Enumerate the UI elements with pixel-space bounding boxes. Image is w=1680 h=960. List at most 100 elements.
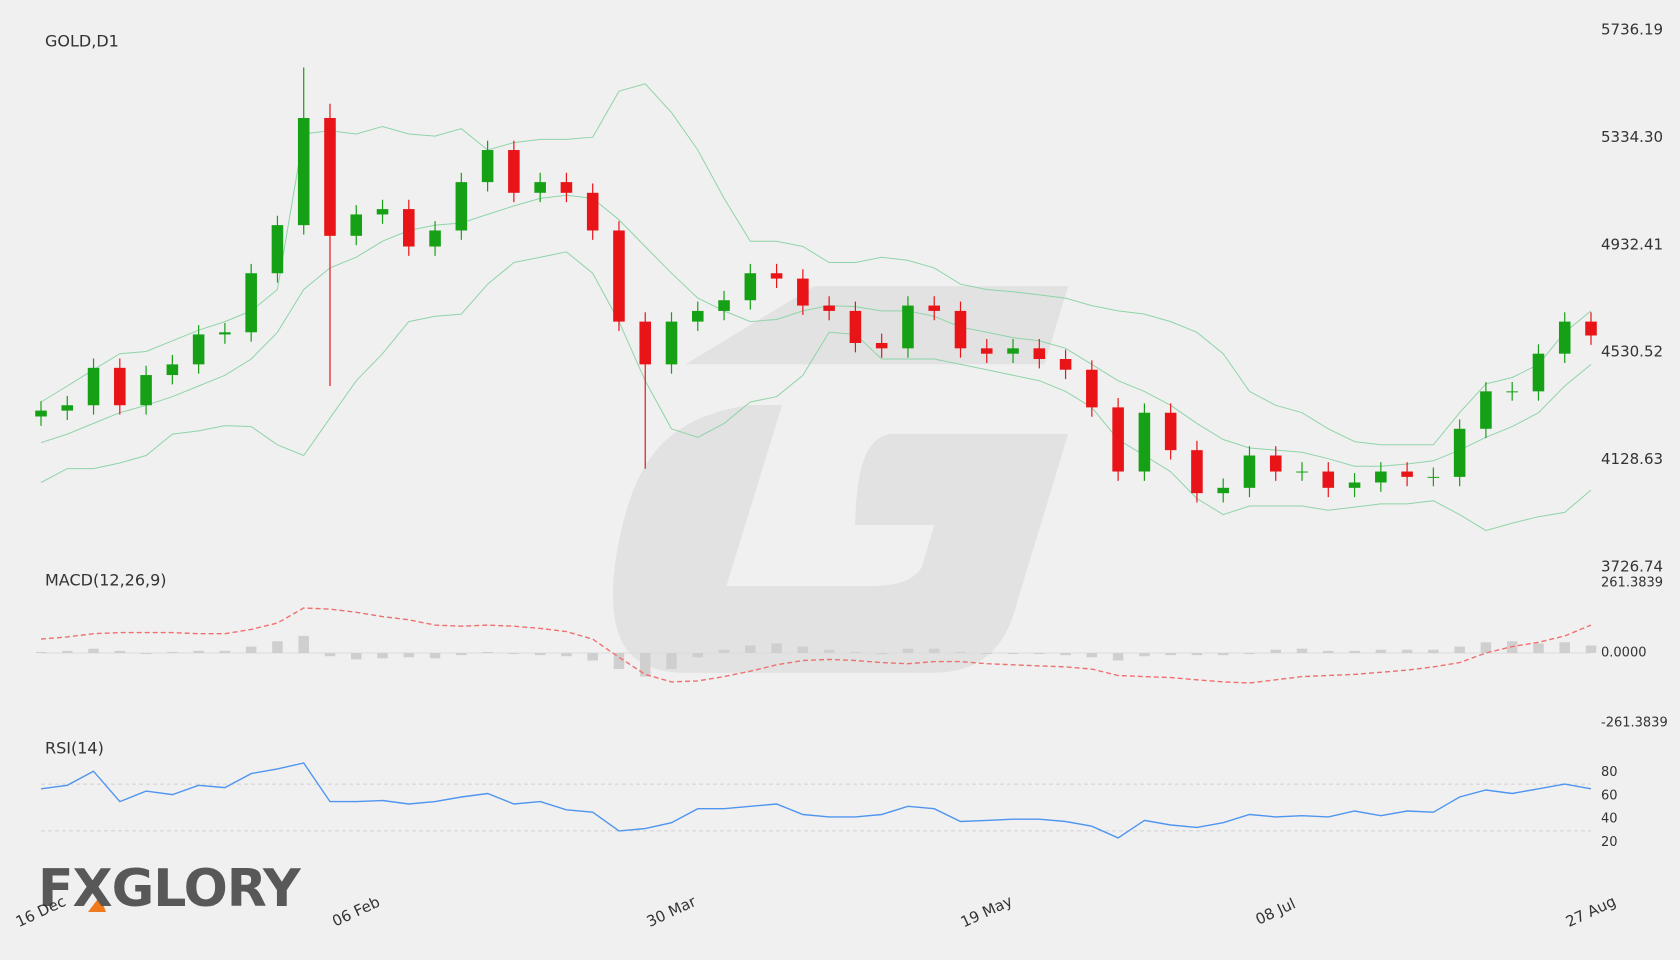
candle-body bbox=[534, 182, 546, 193]
candle-body bbox=[1348, 482, 1361, 488]
chart-title: GOLD,D1 bbox=[45, 32, 119, 51]
candle-body bbox=[1269, 455, 1282, 472]
candle-body bbox=[297, 117, 310, 226]
histogram-bar bbox=[902, 648, 914, 653]
histogram-bar bbox=[561, 653, 572, 657]
x-tick-label: 19 May bbox=[958, 892, 1015, 932]
candle-body bbox=[1033, 348, 1046, 360]
histogram-bar bbox=[456, 653, 467, 656]
histogram-bar bbox=[718, 649, 730, 653]
histogram-bar bbox=[167, 651, 178, 653]
candle-body bbox=[1007, 348, 1019, 354]
candle-body bbox=[1453, 428, 1466, 477]
histogram-bar bbox=[1217, 653, 1229, 656]
candle-body bbox=[1138, 412, 1151, 472]
histogram-bar bbox=[219, 650, 231, 653]
histogram-bar bbox=[1007, 653, 1019, 655]
candle-body bbox=[114, 367, 126, 406]
candle-body bbox=[928, 305, 940, 311]
candle-body bbox=[324, 117, 336, 236]
y-tick-label: 3726.74 bbox=[1601, 558, 1663, 576]
y-tick-label: 5736.19 bbox=[1601, 21, 1663, 39]
x-tick-label: 30 Mar bbox=[644, 892, 700, 931]
histogram-bar bbox=[429, 653, 441, 659]
y-tick-label: 40 bbox=[1601, 812, 1618, 827]
candle-body bbox=[560, 182, 573, 193]
histogram-bar bbox=[1349, 650, 1360, 653]
candle-body bbox=[1558, 321, 1571, 354]
histogram-bar bbox=[613, 653, 625, 670]
candle-body bbox=[613, 230, 625, 322]
histogram-bar bbox=[771, 643, 782, 653]
candle-body bbox=[61, 405, 74, 411]
histogram-bar bbox=[928, 648, 940, 653]
histogram-bar bbox=[955, 651, 966, 653]
candle-body bbox=[849, 310, 862, 343]
histogram-bar bbox=[351, 653, 362, 660]
logo: FXGLORY bbox=[38, 859, 303, 919]
histogram-bar bbox=[1428, 649, 1439, 653]
logo-text: FXGLORY bbox=[38, 859, 302, 919]
histogram-bar bbox=[1191, 653, 1203, 656]
candle-body bbox=[665, 321, 678, 365]
y-tick-label: 5334.30 bbox=[1601, 128, 1663, 146]
histogram-bar bbox=[1375, 649, 1387, 653]
y-tick-label: -261.3839 bbox=[1601, 716, 1668, 731]
histogram-bar bbox=[403, 653, 415, 658]
histogram-bar bbox=[666, 653, 677, 670]
histogram-bar bbox=[797, 646, 809, 653]
candle-body bbox=[1427, 476, 1440, 478]
histogram-bar bbox=[639, 653, 651, 677]
y-tick-label: 4530.52 bbox=[1601, 343, 1663, 361]
watermark bbox=[612, 286, 1069, 673]
candle-body bbox=[1086, 369, 1098, 408]
candle-body bbox=[902, 305, 914, 349]
candle-body bbox=[744, 273, 757, 301]
candle-body bbox=[1059, 359, 1072, 370]
histogram-bar bbox=[193, 650, 204, 653]
candle-body bbox=[797, 278, 809, 306]
candle-body bbox=[140, 375, 152, 406]
histogram-bar bbox=[1296, 648, 1308, 653]
histogram-bar bbox=[1112, 653, 1124, 661]
rsi-title: RSI(14) bbox=[45, 739, 104, 758]
histogram-bar bbox=[1139, 653, 1150, 657]
candle-body bbox=[35, 410, 47, 417]
histogram-bar bbox=[1086, 653, 1098, 658]
histogram-bar bbox=[1270, 649, 1281, 653]
candle-body bbox=[1164, 412, 1177, 451]
candle-body bbox=[1296, 471, 1308, 473]
histogram-bar bbox=[534, 653, 546, 656]
histogram-bar bbox=[1060, 653, 1071, 656]
candle-body bbox=[1585, 321, 1597, 336]
y-tick-label: 4932.41 bbox=[1601, 235, 1663, 253]
histogram-bar bbox=[1454, 646, 1465, 653]
histogram-bar bbox=[1323, 650, 1334, 653]
candle-body bbox=[350, 214, 363, 236]
candle-body bbox=[376, 209, 389, 215]
y-tick-label: 0.0000 bbox=[1601, 646, 1647, 661]
rsi-line bbox=[40, 762, 1592, 839]
y-tick-label: 80 bbox=[1601, 765, 1618, 780]
histogram-bar bbox=[1244, 653, 1255, 655]
candle-body bbox=[219, 332, 231, 335]
histogram-bar bbox=[1559, 642, 1570, 653]
histogram-bar bbox=[62, 650, 73, 653]
histogram-bar bbox=[1533, 643, 1544, 653]
histogram-bar bbox=[1480, 642, 1492, 653]
candle-body bbox=[1112, 407, 1124, 472]
histogram-bar bbox=[692, 653, 704, 658]
histogram-bar bbox=[88, 648, 99, 653]
candle-body bbox=[875, 342, 888, 349]
candle-body bbox=[1243, 455, 1256, 488]
candle-body bbox=[245, 273, 257, 333]
histogram-bar bbox=[823, 649, 835, 653]
candle-body bbox=[429, 230, 441, 247]
macd-line bbox=[40, 607, 1592, 684]
y-tick-label: 60 bbox=[1601, 788, 1618, 803]
candle-body bbox=[508, 150, 520, 193]
candle-body bbox=[1191, 450, 1203, 494]
x-tick-label: 08 Jul bbox=[1253, 895, 1299, 929]
candle-body bbox=[1322, 471, 1335, 488]
histogram-bar bbox=[1401, 649, 1413, 653]
